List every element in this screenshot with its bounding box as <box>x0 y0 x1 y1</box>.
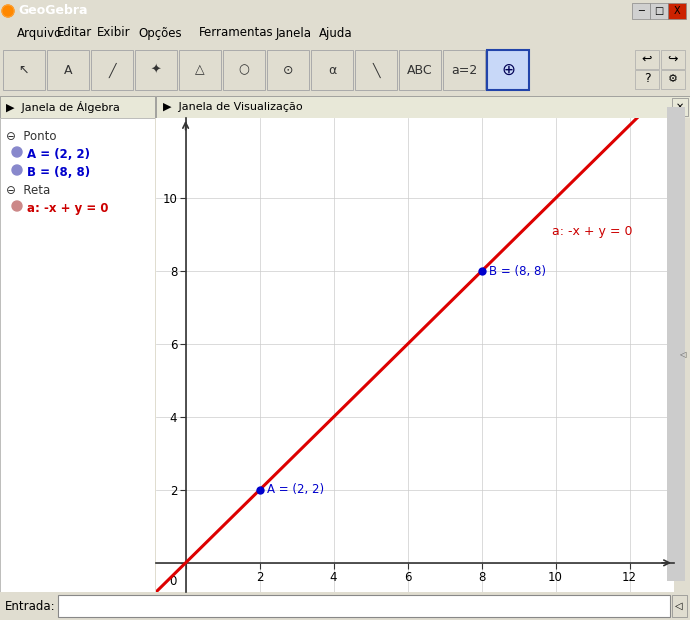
Text: ╲: ╲ <box>372 63 380 78</box>
Text: ◁: ◁ <box>676 601 682 611</box>
Text: Entrada:: Entrada: <box>5 600 56 613</box>
Text: X: X <box>673 6 680 16</box>
Text: ⚙: ⚙ <box>668 74 678 84</box>
Bar <box>267 50 309 90</box>
Text: A = (2, 2): A = (2, 2) <box>27 148 90 161</box>
Text: ⊙: ⊙ <box>283 63 293 76</box>
Circle shape <box>2 5 14 17</box>
Text: Ajuda: Ajuda <box>319 27 353 40</box>
Bar <box>672 98 688 116</box>
Bar <box>672 595 687 617</box>
Bar <box>47 50 89 90</box>
Text: ↖: ↖ <box>19 63 29 76</box>
Text: △: △ <box>195 63 205 76</box>
Bar <box>135 50 177 90</box>
Bar <box>311 50 353 90</box>
Text: A = (2, 2): A = (2, 2) <box>267 484 324 497</box>
Text: ▶  Janela de Visualização: ▶ Janela de Visualização <box>163 102 303 112</box>
Bar <box>650 3 668 19</box>
Bar <box>223 50 265 90</box>
Text: ↪: ↪ <box>668 53 678 66</box>
Text: A: A <box>63 63 72 76</box>
Text: B = (8, 8): B = (8, 8) <box>489 265 546 278</box>
Text: ✦: ✦ <box>150 63 161 76</box>
Bar <box>91 50 133 90</box>
Bar <box>668 3 686 19</box>
Text: 0: 0 <box>169 575 177 588</box>
Circle shape <box>12 165 22 175</box>
Text: ⊕: ⊕ <box>501 61 515 79</box>
Text: ▶  Janela de Álgebra: ▶ Janela de Álgebra <box>6 101 120 113</box>
Text: B = (8, 8): B = (8, 8) <box>27 166 90 179</box>
Bar <box>635 70 659 89</box>
Bar <box>399 50 441 90</box>
Bar <box>3 50 45 90</box>
Circle shape <box>12 201 22 211</box>
Text: ◁: ◁ <box>679 350 685 360</box>
Bar <box>443 50 485 90</box>
Bar <box>355 50 397 90</box>
Text: Editar: Editar <box>57 27 92 40</box>
Text: a=2: a=2 <box>451 63 477 76</box>
Text: a: -x + y = 0: a: -x + y = 0 <box>552 224 633 237</box>
Bar <box>667 107 685 581</box>
Bar <box>179 50 221 90</box>
Text: α: α <box>328 63 336 76</box>
Text: Janela: Janela <box>276 27 312 40</box>
Text: □: □ <box>654 6 664 16</box>
Bar <box>661 70 685 89</box>
Text: Exibir: Exibir <box>97 27 130 40</box>
Text: ✕: ✕ <box>676 102 684 112</box>
Text: GeoGebra: GeoGebra <box>18 4 88 17</box>
Text: a: -x + y = 0: a: -x + y = 0 <box>27 202 108 215</box>
Bar <box>156 96 690 118</box>
Text: ○: ○ <box>239 63 250 76</box>
Text: ─: ─ <box>638 6 644 16</box>
Text: Ferramentas: Ferramentas <box>199 27 273 40</box>
Bar <box>635 50 659 69</box>
Text: ?: ? <box>644 73 650 86</box>
Text: Opções: Opções <box>138 27 181 40</box>
Text: ABC: ABC <box>407 63 433 76</box>
Text: ↩: ↩ <box>642 53 652 66</box>
Bar <box>0 96 155 118</box>
Bar <box>661 50 685 69</box>
Text: ╱: ╱ <box>108 63 116 78</box>
Text: ⊖  Ponto: ⊖ Ponto <box>6 130 57 143</box>
Text: Arquivo: Arquivo <box>17 27 63 40</box>
Bar <box>58 595 670 617</box>
Bar <box>632 3 650 19</box>
Text: ⊖  Reta: ⊖ Reta <box>6 184 50 197</box>
Circle shape <box>12 147 22 157</box>
Bar <box>487 50 529 90</box>
